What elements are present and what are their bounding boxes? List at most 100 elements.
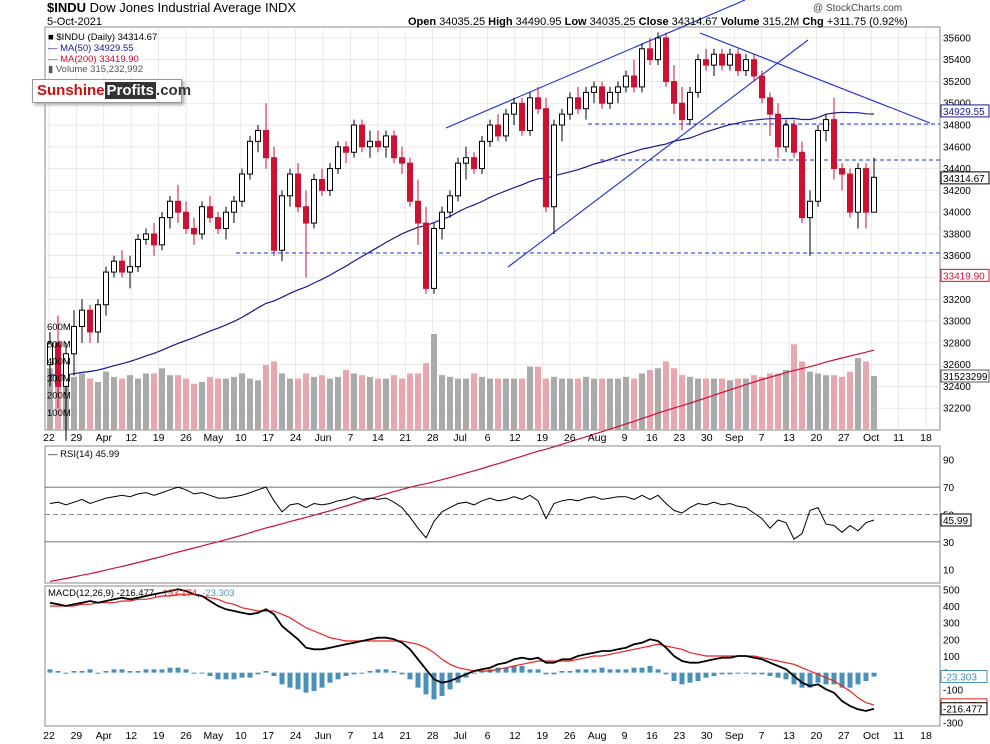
candle-body bbox=[399, 157, 405, 164]
candle-body bbox=[599, 86, 605, 104]
volume-bar bbox=[711, 378, 717, 430]
candle-body bbox=[111, 260, 117, 273]
sunshine-profits-logo: Sunshine Profits .com bbox=[32, 79, 191, 103]
volume-bar bbox=[151, 373, 157, 430]
volume-bar bbox=[463, 378, 469, 430]
candle-body bbox=[623, 75, 629, 88]
macd-histogram-bar bbox=[591, 669, 597, 673]
volume-bar bbox=[719, 378, 725, 430]
macd-histogram-bar bbox=[87, 669, 93, 673]
macd-marker-box bbox=[940, 670, 988, 684]
volume-bar bbox=[415, 373, 421, 430]
volume-bar bbox=[287, 378, 293, 430]
volume-bar bbox=[839, 376, 845, 430]
x-tick-label: 12 bbox=[509, 432, 521, 444]
candle-body bbox=[551, 124, 557, 208]
macd-tick-label: 400 bbox=[943, 602, 960, 613]
volume-bar bbox=[775, 373, 781, 430]
volume-bar bbox=[391, 375, 397, 430]
macd-histogram-bar bbox=[143, 669, 149, 673]
x-tick-label-bottom: 26 bbox=[180, 730, 192, 742]
macd-histogram-bar bbox=[175, 667, 181, 673]
macd-histogram-bar bbox=[727, 672, 733, 675]
volume-bar bbox=[343, 370, 349, 430]
candle-body bbox=[207, 206, 213, 219]
volume-bar bbox=[871, 376, 877, 430]
candle-body bbox=[183, 211, 189, 229]
ma50-line bbox=[49, 111, 875, 376]
candle-body bbox=[519, 102, 525, 131]
volume-bar bbox=[679, 375, 685, 430]
volume-bar bbox=[399, 378, 405, 430]
macd-histogram-bar bbox=[831, 672, 837, 685]
volume-bar bbox=[295, 378, 301, 430]
index-name: Dow Jones Industrial Average bbox=[89, 0, 262, 15]
macd-histogram-bar bbox=[263, 671, 269, 673]
volume-value: 315.2M bbox=[762, 16, 800, 28]
volume-bar bbox=[103, 371, 109, 430]
x-tick-label: 26 bbox=[180, 432, 192, 444]
x-tick-label-bottom: 24 bbox=[290, 730, 302, 742]
x-tick-label: Apr bbox=[96, 432, 113, 444]
volume-tick-label: 200M bbox=[47, 391, 71, 402]
macd-histogram-bar bbox=[303, 672, 309, 693]
volume-bar bbox=[207, 376, 213, 430]
volume-bar bbox=[175, 375, 181, 430]
candle-body bbox=[103, 271, 109, 306]
x-tick-label: Aug bbox=[588, 432, 607, 444]
macd-histogram-bar bbox=[679, 672, 685, 685]
macd-tick-label: 500 bbox=[943, 585, 960, 596]
candle-body bbox=[799, 151, 805, 219]
volume-tick-label: 100M bbox=[47, 408, 71, 419]
price-tick-label: 32800 bbox=[943, 338, 971, 349]
volume-bar bbox=[247, 378, 253, 430]
x-tick-label: 26 bbox=[564, 432, 576, 444]
volume-bar bbox=[735, 378, 741, 430]
volume-bar bbox=[263, 364, 269, 430]
volume-bar bbox=[479, 376, 485, 430]
macd-histogram-bar bbox=[375, 669, 381, 673]
x-tick-label-bottom: Jul bbox=[453, 730, 466, 742]
volume-bar bbox=[695, 378, 701, 430]
candle-body bbox=[567, 97, 573, 115]
candle-body bbox=[823, 119, 829, 131]
volume-bar bbox=[47, 368, 53, 430]
price-marker-ma50: 34929.55 bbox=[943, 107, 985, 118]
x-tick-label: 19 bbox=[536, 432, 548, 444]
macd-histogram-bar bbox=[151, 669, 157, 673]
macd-histogram-bar bbox=[743, 672, 749, 674]
x-tick-label-bottom: 6 bbox=[485, 730, 491, 742]
price-tick-label: 33200 bbox=[943, 295, 971, 306]
price-marker-box bbox=[940, 268, 990, 282]
price-tick-label: 32400 bbox=[943, 382, 971, 393]
x-tick-label: 9 bbox=[622, 432, 628, 444]
volume-bar bbox=[327, 378, 333, 430]
candle-body bbox=[175, 200, 181, 213]
ohlc-readout: Open 34035.25 High 34490.95 Low 34035.25… bbox=[408, 16, 908, 28]
macd-histogram-bar bbox=[391, 671, 397, 673]
candle-body bbox=[303, 206, 309, 224]
x-tick-label: 28 bbox=[427, 432, 439, 444]
candle-body bbox=[479, 140, 485, 170]
macd-histogram-bar bbox=[399, 672, 405, 675]
macd-histogram-bar bbox=[839, 672, 845, 688]
volume-bar bbox=[95, 382, 101, 430]
macd-histogram-bar bbox=[271, 672, 277, 676]
x-tick-label: 24 bbox=[290, 432, 302, 444]
price-marker-ma200: 33419.90 bbox=[943, 271, 985, 282]
x-tick-label: 19 bbox=[153, 432, 165, 444]
volume-bar bbox=[847, 371, 853, 430]
macd-histogram-bar bbox=[255, 672, 261, 675]
volume-marker-box bbox=[940, 369, 990, 383]
volume-bar bbox=[455, 378, 461, 430]
volume-bar bbox=[143, 373, 149, 430]
candle-body bbox=[815, 129, 821, 202]
candle-body bbox=[591, 86, 597, 93]
ma200-line bbox=[49, 349, 875, 582]
macd-histogram-bar bbox=[471, 672, 477, 674]
macd-histogram-bar bbox=[823, 672, 829, 685]
x-tick-label: 16 bbox=[646, 432, 658, 444]
volume-bar bbox=[119, 378, 125, 430]
x-tick-label-bottom: 12 bbox=[125, 730, 137, 742]
volume-bar bbox=[535, 366, 541, 430]
